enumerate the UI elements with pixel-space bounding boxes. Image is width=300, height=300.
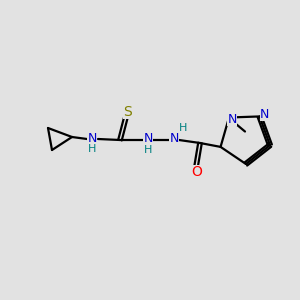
Text: N: N [169,133,179,146]
Text: H: H [179,123,187,133]
Text: N: N [260,108,269,121]
Text: H: H [88,144,96,154]
Text: O: O [192,165,203,179]
Text: H: H [144,145,152,155]
Text: N: N [143,133,153,146]
Text: N: N [227,113,237,126]
Text: N: N [87,131,97,145]
Text: S: S [123,105,131,119]
